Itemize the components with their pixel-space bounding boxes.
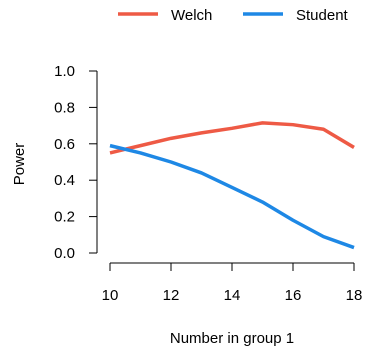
y-tick-label: 0.8 — [54, 99, 75, 116]
x-axis-label: Number in group 1 — [170, 330, 294, 347]
x-tick-label: 16 — [285, 287, 302, 304]
y-axis-label: Power — [11, 143, 28, 186]
series-line-student — [109, 143, 355, 250]
x-tick-label: 18 — [346, 287, 363, 304]
y-tick-label: 0.6 — [54, 136, 75, 153]
x-tick-label: 10 — [102, 287, 119, 304]
legend: Welch Student — [118, 7, 349, 24]
legend-label-welch: Welch — [171, 7, 212, 24]
series-line-welch — [109, 121, 355, 155]
y-tick-label: 0.0 — [54, 245, 75, 262]
legend-label-student: Student — [296, 7, 349, 24]
plot-area — [109, 121, 355, 250]
y-tick-label: 0.2 — [54, 209, 75, 226]
x-axis: 10 12 14 16 18 — [102, 262, 363, 304]
x-tick-label: 12 — [163, 287, 180, 304]
y-tick-label: 1.0 — [54, 63, 75, 80]
y-axis: 0.0 0.2 0.4 0.6 0.8 1.0 — [54, 63, 98, 262]
y-tick-label: 0.4 — [54, 172, 75, 189]
x-tick-label: 14 — [224, 287, 241, 304]
